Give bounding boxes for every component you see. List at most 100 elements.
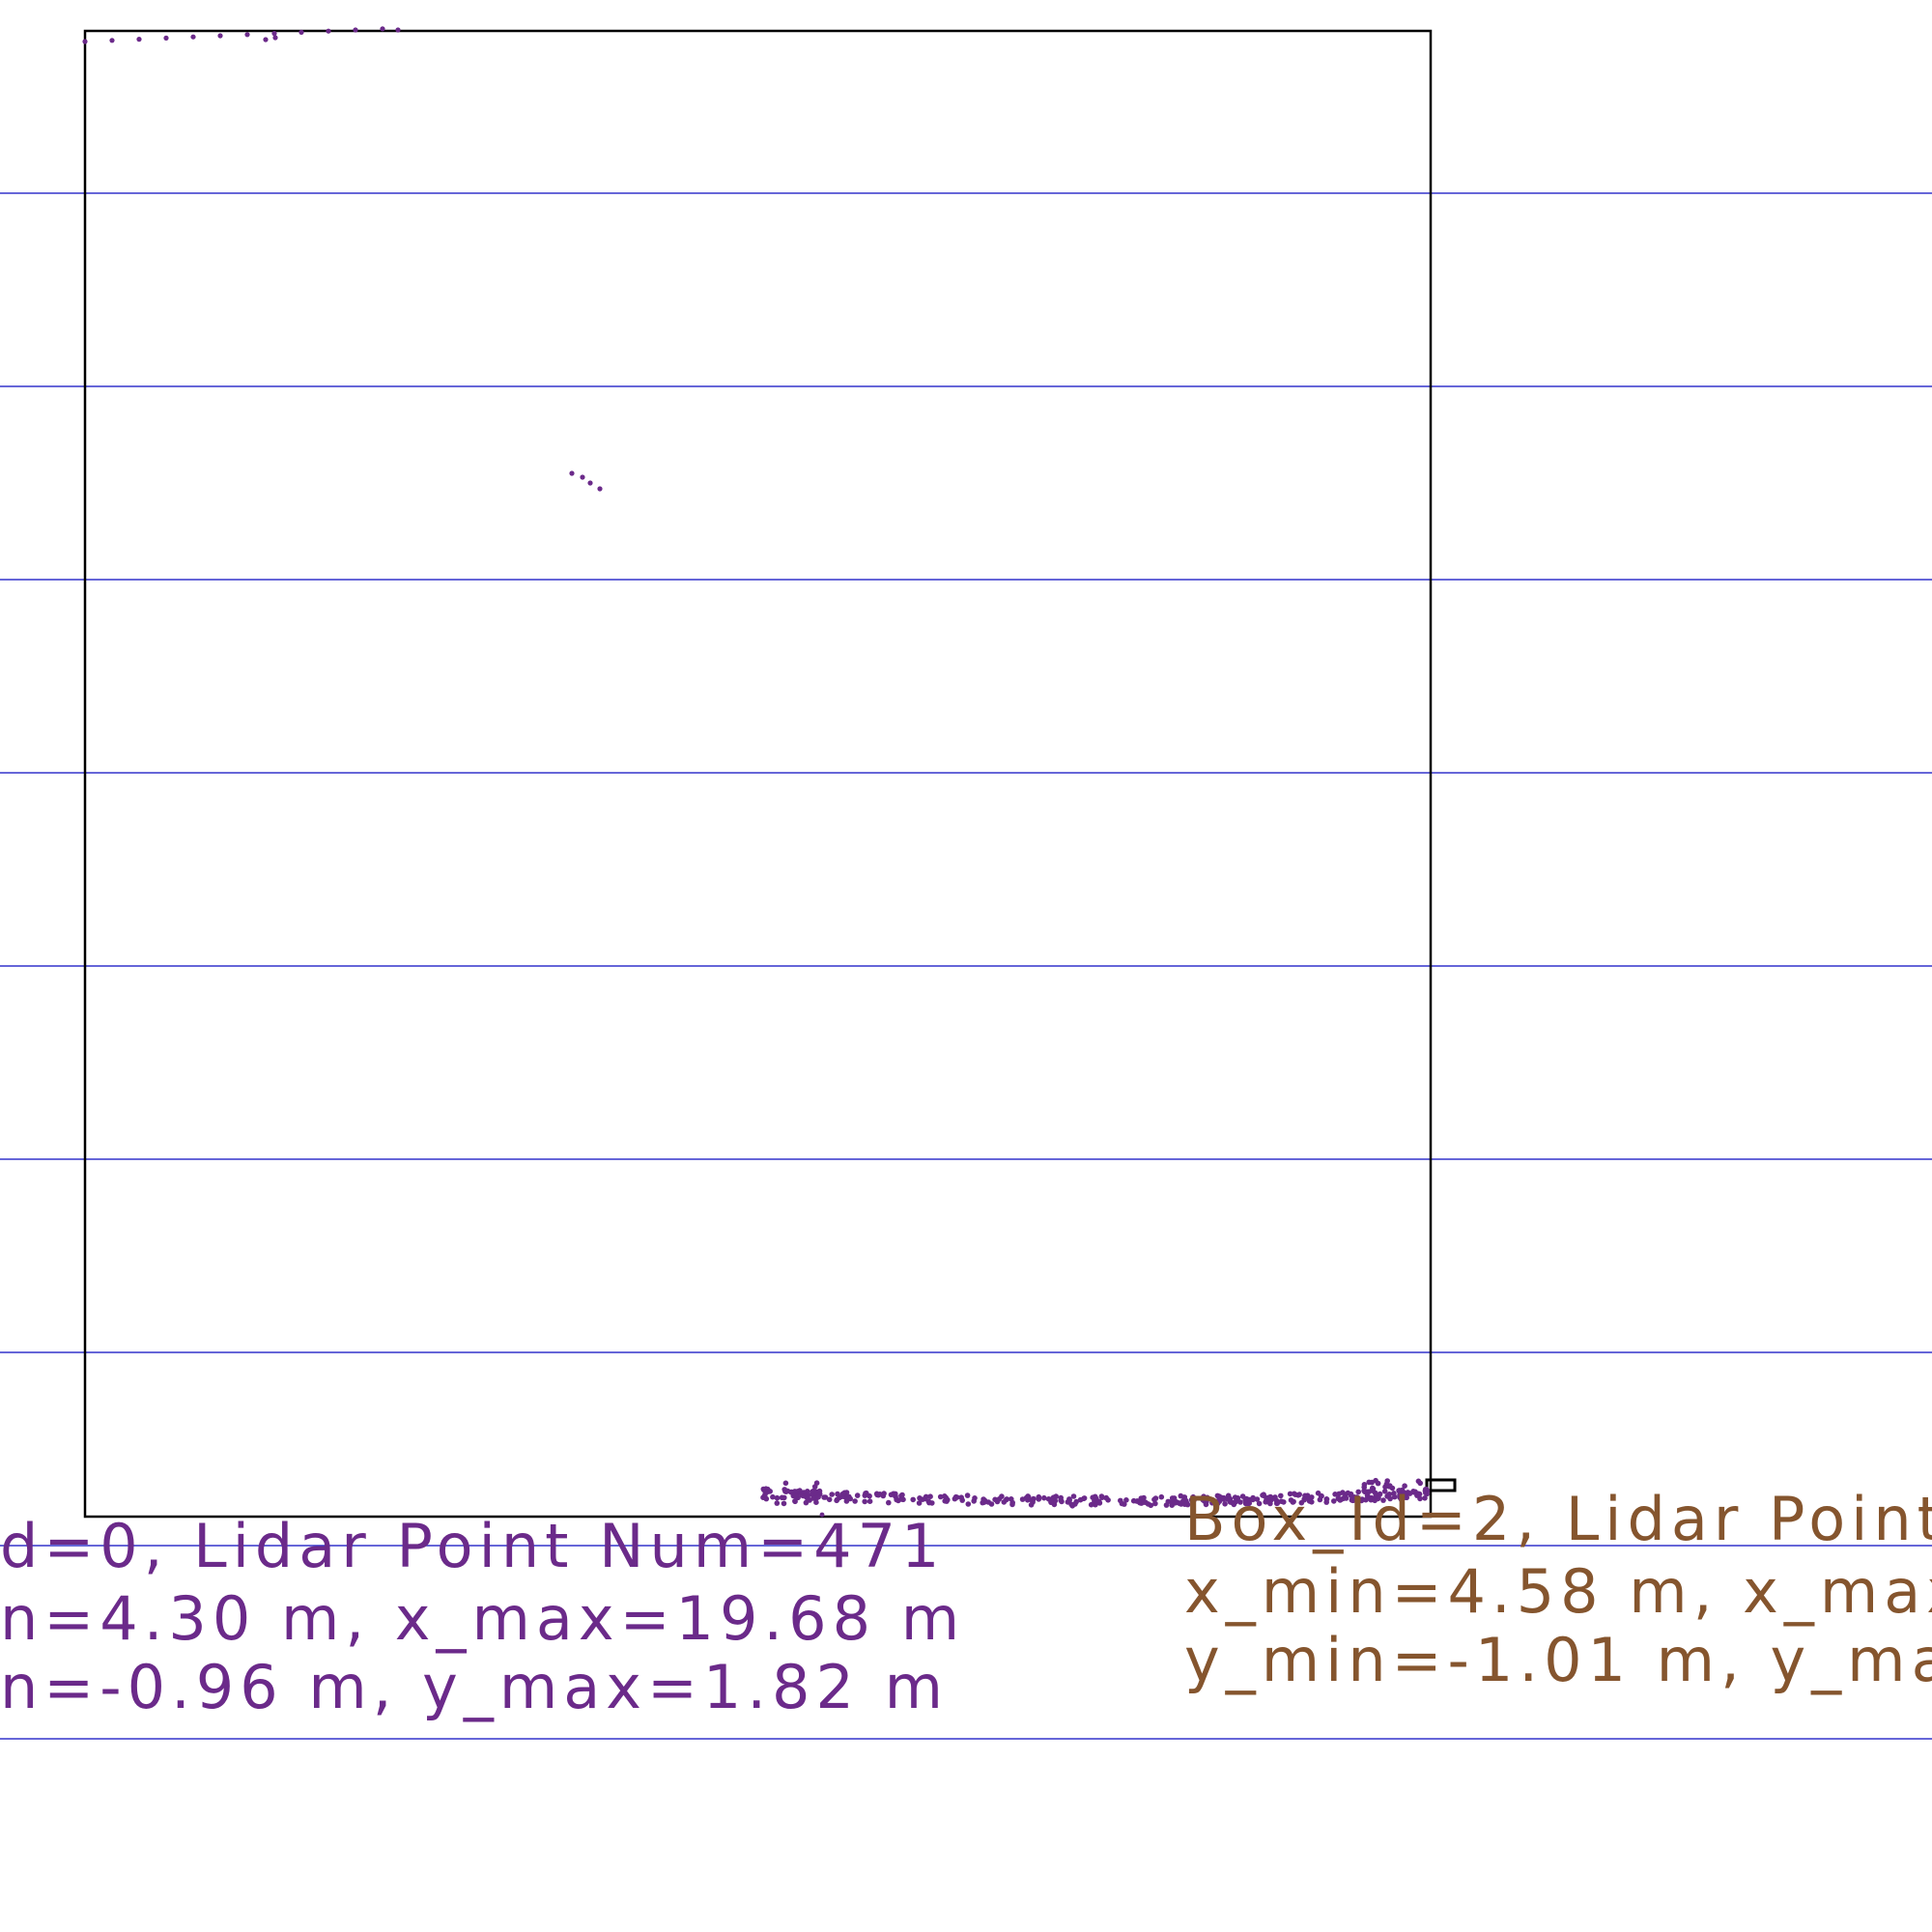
lidar-point (792, 1498, 798, 1504)
lidar-point (892, 1492, 898, 1499)
lidar-point (862, 1498, 867, 1505)
lidar-point (1301, 1496, 1307, 1503)
lidar-point (1213, 1500, 1220, 1507)
lidar-point (1141, 1499, 1147, 1505)
lidar-point (1235, 1495, 1241, 1501)
lidar-point (1009, 1496, 1014, 1502)
lidar-point (1368, 1496, 1375, 1502)
lidar-point (380, 26, 385, 32)
lidar-point (1358, 1497, 1365, 1504)
lidar-point (1237, 1499, 1243, 1505)
lidar-point (781, 1494, 787, 1501)
lidar-point (1088, 1501, 1094, 1508)
lidar-point (1281, 1499, 1287, 1505)
lidar-point (1009, 1501, 1015, 1508)
lidar-point (867, 1498, 873, 1504)
lidar-point (916, 1500, 923, 1506)
lidar-point (1077, 1496, 1084, 1503)
lidar-point (1361, 1488, 1367, 1494)
lidar-point (788, 1489, 794, 1495)
lidar-point (1214, 1492, 1221, 1499)
lidar-point (326, 28, 331, 34)
lidar-points-box-2 (1361, 1477, 1423, 1504)
lidar-point (1242, 1497, 1248, 1503)
lidar-point (1098, 1493, 1105, 1499)
box-2-label: Box_Id=2, Lidar Point Nu x_min=4.58 m, x… (1184, 1484, 1932, 1695)
lidar-point (782, 1480, 789, 1487)
lidar-point (927, 1493, 933, 1499)
lidar-point (965, 1501, 972, 1507)
lidar-point (763, 1495, 770, 1502)
lidar-point (804, 1492, 810, 1498)
lidar-point (1122, 1501, 1127, 1507)
lidar-point (910, 1496, 916, 1503)
lidar-point (794, 1489, 801, 1494)
lidar-point (829, 1492, 835, 1497)
lidar-point (1391, 1491, 1397, 1496)
lidar-point (992, 1496, 998, 1503)
lidar-point (1292, 1491, 1297, 1497)
lidar-point (793, 1493, 800, 1499)
lidar-point (815, 1493, 821, 1500)
distance-gridlines (0, 192, 1932, 1740)
lidar-point (813, 1480, 820, 1486)
lidar-point (1070, 1493, 1077, 1499)
lidar-point (271, 30, 277, 37)
lidar-point (1059, 1498, 1065, 1505)
lidar-point (587, 480, 593, 486)
lidar-point (1263, 1499, 1268, 1505)
lidar-point (163, 35, 169, 42)
lidar-point (1019, 1496, 1026, 1502)
lidar-point (763, 1489, 769, 1495)
lidar-point (1180, 1494, 1187, 1500)
lidar-point (109, 38, 115, 43)
lidar-point (1373, 1492, 1379, 1499)
lidar-point (1069, 1503, 1075, 1509)
lidar-point (1188, 1496, 1195, 1503)
lidar-point (1422, 1495, 1428, 1501)
lidar-point (810, 1489, 815, 1494)
lidar-point (1287, 1491, 1293, 1497)
lidar-point (1050, 1494, 1057, 1500)
box-0-label-line2: n=4.30 m, x_max=19.68 m (0, 1583, 965, 1654)
lidar-point (770, 1493, 776, 1500)
lidar-point (826, 1496, 833, 1503)
lidar-point (1331, 1498, 1337, 1504)
lidar-point (942, 1493, 948, 1499)
lidar-point (298, 29, 304, 35)
lidar-point (1373, 1477, 1378, 1484)
lidar-point (1424, 1491, 1430, 1497)
box-0-label-line1: d=0, Lidar Point Num=471 (0, 1511, 946, 1581)
lidar-point (1030, 1499, 1036, 1505)
lidar-point (774, 1500, 781, 1506)
lidar-point (899, 1492, 905, 1498)
lidar-points-box-0 (82, 26, 1431, 1518)
lidar-point (1093, 1501, 1098, 1508)
lidar-point (1152, 1500, 1158, 1507)
lidar-point (263, 37, 269, 43)
lidar-point (958, 1494, 964, 1500)
lidar-point (1353, 1495, 1359, 1501)
lidar-point (1105, 1497, 1111, 1503)
lidar-point (1025, 1494, 1032, 1500)
lidar-point (1363, 1496, 1369, 1503)
lidar-point (929, 1500, 935, 1506)
lidar-point (1204, 1498, 1209, 1505)
lidar-point (1036, 1493, 1042, 1500)
box-2-label-line1: Box_Id=2, Lidar Point Nu (1184, 1484, 1932, 1554)
lidar-point (1001, 1499, 1008, 1505)
lidar-point (923, 1493, 929, 1500)
lidar-point (898, 1496, 904, 1502)
lidar-point (1260, 1492, 1265, 1498)
lidar-point (781, 1500, 787, 1507)
lidar-point (1231, 1501, 1237, 1508)
lidar-point (874, 1492, 880, 1498)
lidar-point (880, 1492, 887, 1499)
lidar-point (1209, 1500, 1215, 1506)
lidar-point (1423, 1486, 1430, 1492)
lidar-point (1323, 1496, 1330, 1502)
lidar-point (813, 1499, 819, 1505)
lidar-point (1370, 1488, 1377, 1493)
lidar-point (1402, 1483, 1407, 1489)
